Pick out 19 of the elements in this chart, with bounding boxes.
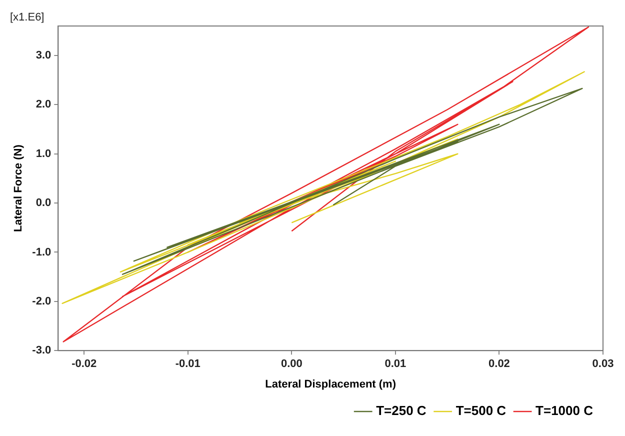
y-tick-label: -1.0 [32,246,52,258]
y-tick-label: 0.0 [36,197,52,210]
y-tick-label: -2.0 [32,295,52,308]
y-tick-label: 2.0 [36,98,52,111]
y-tick-label: -3.0 [32,344,52,357]
y-tick-label: 3.0 [36,50,52,62]
x-tick-label: 0.00 [280,358,302,370]
legend-label: T=500 C [456,403,507,418]
x-tick-label: 0.03 [592,358,614,370]
y-tick-label: 1.0 [36,148,52,160]
text: [x1.E6] [10,12,44,24]
x-tick-label: -0.02 [72,358,97,370]
x-tick-label: -0.01 [175,358,200,370]
legend-label: T=250 C [376,403,427,418]
legend-label: T=1000 C [536,403,594,418]
x-tick-label: 0.02 [488,358,510,370]
y-axis-title: Lateral Force (N) [12,144,25,232]
x-axis-title: Lateral Displacement (m) [265,378,396,390]
x-tick-label: 0.01 [384,358,406,370]
